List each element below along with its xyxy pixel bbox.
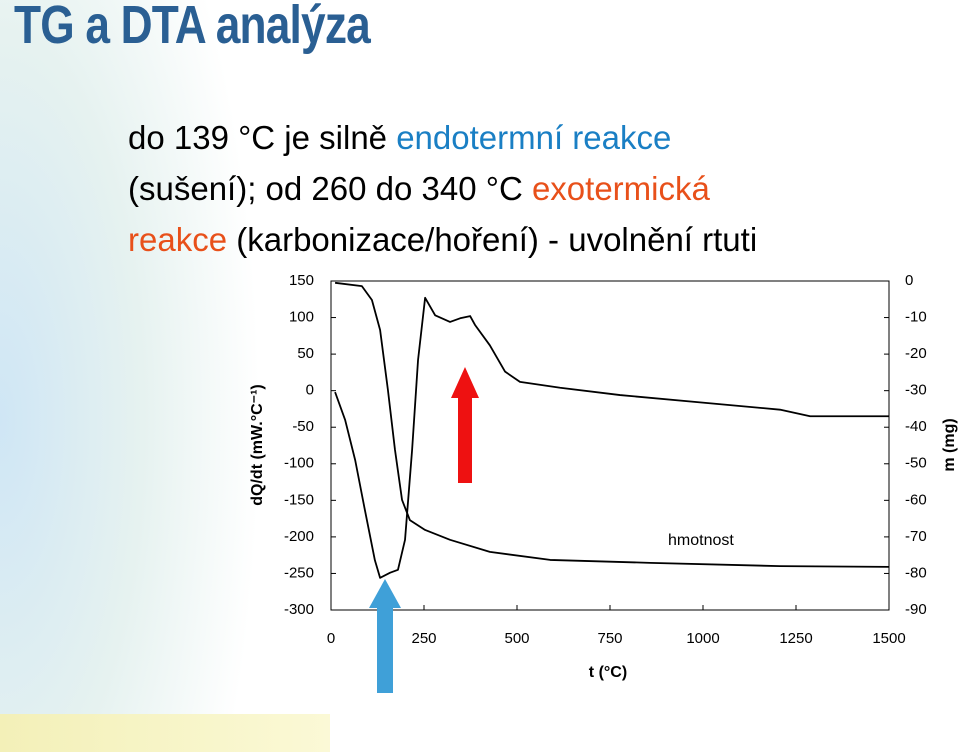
- y2-tick-label: -90: [905, 601, 927, 618]
- text-run: (karbonizace/hoření) - uvolnění rtuti: [227, 221, 758, 258]
- text-line: reakce (karbonizace/hoření) - uvolnění r…: [128, 214, 757, 265]
- slide-text: do 139 °C je silně endotermní reakce (suš…: [128, 112, 757, 265]
- y-tick-label: -100: [284, 455, 314, 472]
- series-line: [334, 281, 890, 568]
- text-run: reakce: [128, 221, 228, 258]
- x-tick-label: 500: [504, 630, 529, 647]
- text-run: (sušení); od 260 do 340 °C: [128, 170, 532, 207]
- slide-title: TG a DTA analýza: [14, 0, 371, 55]
- text-line: do 139 °C je silně endotermní reakce: [128, 112, 757, 163]
- annotation: hmotnost: [668, 532, 734, 549]
- arrow-head: [451, 367, 479, 398]
- x-tick-label: 1000: [686, 630, 719, 647]
- y-tick-label: 150: [289, 272, 314, 289]
- y2-axis-label: m (mg): [941, 418, 958, 471]
- x-axis-label: t (°C): [589, 664, 627, 681]
- y2-tick-label: -60: [905, 491, 927, 508]
- y-tick-label: -150: [284, 491, 314, 508]
- y-tick-label: 0: [306, 382, 314, 399]
- y2-tick-label: -80: [905, 564, 927, 581]
- y-tick-label: 100: [289, 309, 314, 326]
- y2-tick-label: -10: [905, 309, 927, 326]
- text-run: do 139 °C je silně: [128, 119, 397, 156]
- x-tick-label: 250: [411, 630, 436, 647]
- y-tick-label: 50: [297, 345, 314, 362]
- y-axis-label: dQ/dt (mW.°C⁻¹): [249, 384, 266, 505]
- y2-tick-label: -70: [905, 528, 927, 545]
- x-tick-label: 0: [327, 630, 335, 647]
- y2-tick-label: -40: [905, 418, 927, 435]
- text-run: endotermní reakce: [396, 119, 672, 156]
- y-tick-label: -300: [284, 601, 314, 618]
- y-tick-label: -200: [284, 528, 314, 545]
- x-tick-label: 750: [597, 630, 622, 647]
- x-tick-label: 1500: [872, 630, 905, 647]
- arrow-shaft: [458, 395, 472, 483]
- background-strip: [0, 714, 330, 752]
- arrow-shaft: [377, 605, 393, 693]
- series-line: [334, 296, 889, 579]
- y2-tick-label: -30: [905, 382, 927, 399]
- y-tick-label: -50: [292, 418, 314, 435]
- arrow-head: [369, 579, 401, 608]
- y2-tick-label: -50: [905, 455, 927, 472]
- text-run: exotermická: [531, 170, 710, 207]
- y2-tick-label: 0: [905, 272, 913, 289]
- x-tick-label: 1250: [779, 630, 812, 647]
- plot-area: [330, 280, 890, 611]
- y-tick-label: -250: [284, 564, 314, 581]
- text-line: (sušení); od 260 do 340 °C exotermická: [128, 163, 757, 214]
- y2-tick-label: -20: [905, 345, 927, 362]
